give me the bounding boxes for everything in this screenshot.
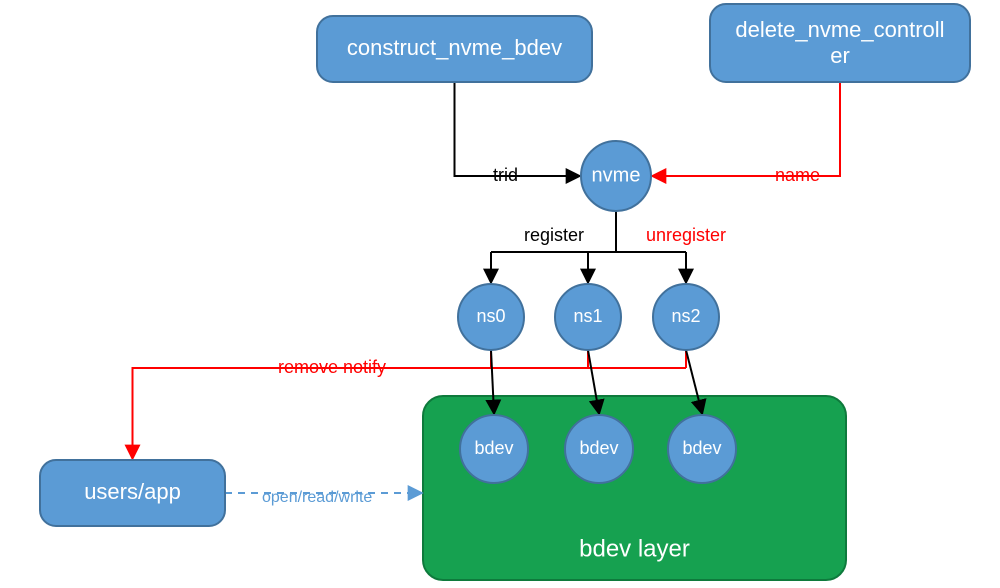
bdev2-node-label: bdev bbox=[682, 438, 721, 458]
bdev0-node: bdev bbox=[460, 415, 528, 483]
ns0-node: ns0 bbox=[458, 284, 524, 350]
label-remove-notify: remove notify bbox=[278, 357, 386, 377]
ns1-node: ns1 bbox=[555, 284, 621, 350]
label-unregister: unregister bbox=[646, 225, 726, 245]
bdev-layer-label: bdev layer bbox=[579, 535, 690, 562]
bdev1-node: bdev bbox=[565, 415, 633, 483]
edge-construct-nvme bbox=[455, 82, 580, 176]
delete-nvme-controller-node: delete_nvme_controller bbox=[710, 4, 970, 82]
construct-nvme-bdev-node-label: construct_nvme_bdev bbox=[347, 35, 562, 60]
svg-text:er: er bbox=[830, 43, 850, 68]
nvme-node: nvme bbox=[581, 141, 651, 211]
ns2-node: ns2 bbox=[653, 284, 719, 350]
ns2-node-label: ns2 bbox=[671, 306, 700, 326]
construct-nvme-bdev-node: construct_nvme_bdev bbox=[317, 16, 592, 82]
bdev1-node-label: bdev bbox=[579, 438, 618, 458]
label-trid: trid bbox=[493, 165, 518, 185]
nvme-node-label: nvme bbox=[592, 164, 641, 186]
ns0-node-label: ns0 bbox=[476, 306, 505, 326]
bdev2-node: bdev bbox=[668, 415, 736, 483]
svg-text:delete_nvme_controll: delete_nvme_controll bbox=[735, 17, 944, 42]
users-app-node-label: users/app bbox=[84, 479, 181, 504]
label-name: name bbox=[775, 165, 820, 185]
edge-delete-nvme bbox=[653, 82, 840, 176]
label-register: register bbox=[524, 225, 584, 245]
users-app-node: users/app bbox=[40, 460, 225, 526]
label-open-read-write: open/read/write bbox=[262, 489, 372, 506]
ns1-node-label: ns1 bbox=[573, 306, 602, 326]
bdev0-node-label: bdev bbox=[474, 438, 513, 458]
